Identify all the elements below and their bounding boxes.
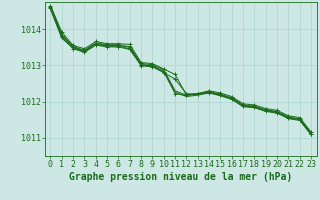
X-axis label: Graphe pression niveau de la mer (hPa): Graphe pression niveau de la mer (hPa) xyxy=(69,172,292,182)
